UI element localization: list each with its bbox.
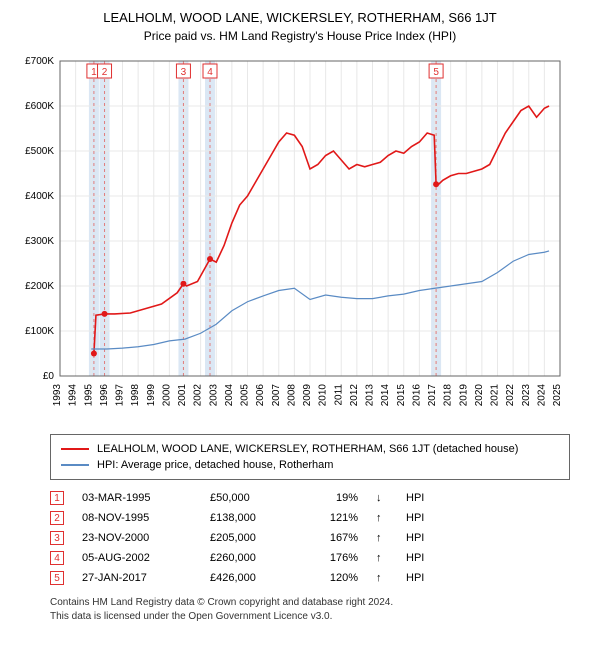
price-chart: £0 £100K £200K £300K £400K £500K £600K £700K 199… — [10, 51, 570, 421]
svg-text:1996: 1996 — [99, 384, 110, 407]
svg-text:2020: 2020 — [474, 384, 485, 407]
transaction-row: 4 05-AUG-2002 £260,000 176% ↑ HPI — [50, 548, 570, 568]
svg-text:1993: 1993 — [52, 384, 63, 407]
legend-swatch — [61, 464, 89, 466]
svg-text:2017: 2017 — [427, 384, 438, 407]
svg-text:2012: 2012 — [349, 384, 360, 407]
svg-text:2014: 2014 — [380, 384, 391, 407]
chart-title: LEALHOLM, WOOD LANE, WICKERSLEY, ROTHERH… — [10, 10, 590, 25]
svg-text:£700K: £700K — [25, 56, 54, 67]
svg-text:4: 4 — [207, 67, 213, 78]
legend-item: LEALHOLM, WOOD LANE, WICKERSLEY, ROTHERH… — [61, 441, 559, 457]
svg-text:3: 3 — [181, 67, 187, 78]
svg-text:2009: 2009 — [302, 384, 313, 407]
legend: LEALHOLM, WOOD LANE, WICKERSLEY, ROTHERH… — [50, 434, 570, 480]
transaction-hpi-label: HPI — [406, 572, 436, 584]
svg-text:1995: 1995 — [83, 384, 94, 407]
svg-text:2023: 2023 — [521, 384, 532, 407]
transaction-pct: 167% — [308, 532, 358, 544]
transaction-pct: 121% — [308, 512, 358, 524]
svg-text:2013: 2013 — [365, 384, 376, 407]
transaction-date: 03-MAR-1995 — [82, 492, 192, 504]
footer-line2: This data is licensed under the Open Gov… — [50, 610, 570, 624]
arrow-up-icon: ↑ — [376, 552, 388, 564]
legend-swatch — [61, 448, 89, 450]
svg-text:£300K: £300K — [25, 236, 54, 247]
svg-text:2003: 2003 — [208, 384, 219, 407]
svg-text:2018: 2018 — [443, 384, 454, 407]
svg-text:1999: 1999 — [146, 384, 157, 407]
arrow-up-icon: ↑ — [376, 532, 388, 544]
svg-text:£100K: £100K — [25, 326, 54, 337]
svg-text:2: 2 — [102, 67, 108, 78]
transaction-marker: 4 — [50, 551, 64, 565]
transaction-date: 08-NOV-1995 — [82, 512, 192, 524]
transaction-hpi-label: HPI — [406, 512, 436, 524]
svg-text:£200K: £200K — [25, 281, 54, 292]
svg-text:2016: 2016 — [411, 384, 422, 407]
arrow-up-icon: ↑ — [376, 512, 388, 524]
legend-item: HPI: Average price, detached house, Roth… — [61, 457, 559, 473]
chart-container: £0 £100K £200K £300K £400K £500K £600K £700K 199… — [10, 51, 590, 426]
svg-text:2011: 2011 — [333, 384, 344, 406]
svg-text:£0: £0 — [43, 371, 55, 382]
transactions-table: 1 03-MAR-1995 £50,000 19% ↓ HPI 2 08-NOV-1995 £1… — [50, 488, 570, 588]
transaction-hpi-label: HPI — [406, 492, 436, 504]
transaction-price: £260,000 — [210, 552, 290, 564]
transaction-marker: 5 — [50, 571, 64, 585]
svg-text:2010: 2010 — [318, 384, 329, 407]
transaction-row: 1 03-MAR-1995 £50,000 19% ↓ HPI — [50, 488, 570, 508]
svg-text:£500K: £500K — [25, 146, 54, 157]
transaction-price: £50,000 — [210, 492, 290, 504]
svg-text:2001: 2001 — [177, 384, 188, 407]
svg-text:2002: 2002 — [193, 384, 204, 407]
svg-text:2000: 2000 — [161, 384, 172, 407]
svg-text:2024: 2024 — [536, 384, 547, 407]
svg-text:1994: 1994 — [68, 384, 79, 407]
transaction-marker: 3 — [50, 531, 64, 545]
svg-text:2007: 2007 — [271, 384, 282, 407]
footer-line1: Contains HM Land Registry data © Crown c… — [50, 596, 570, 610]
svg-text:2005: 2005 — [240, 384, 251, 407]
transaction-row: 2 08-NOV-1995 £138,000 121% ↑ HPI — [50, 508, 570, 528]
svg-text:1997: 1997 — [115, 384, 126, 407]
legend-label: LEALHOLM, WOOD LANE, WICKERSLEY, ROTHERH… — [97, 443, 518, 455]
svg-text:£600K: £600K — [25, 101, 54, 112]
svg-text:2025: 2025 — [552, 384, 563, 407]
svg-text:2008: 2008 — [286, 384, 297, 407]
svg-text:1998: 1998 — [130, 384, 141, 407]
transaction-price: £138,000 — [210, 512, 290, 524]
transaction-pct: 120% — [308, 572, 358, 584]
arrow-down-icon: ↓ — [376, 492, 388, 504]
svg-text:2019: 2019 — [458, 384, 469, 407]
transaction-pct: 19% — [308, 492, 358, 504]
transaction-date: 23-NOV-2000 — [82, 532, 192, 544]
svg-text:2021: 2021 — [490, 384, 501, 407]
transaction-hpi-label: HPI — [406, 552, 436, 564]
transaction-pct: 176% — [308, 552, 358, 564]
transaction-price: £205,000 — [210, 532, 290, 544]
legend-label: HPI: Average price, detached house, Roth… — [97, 459, 333, 471]
transaction-row: 5 27-JAN-2017 £426,000 120% ↑ HPI — [50, 568, 570, 588]
svg-text:2006: 2006 — [255, 384, 266, 407]
arrow-up-icon: ↑ — [376, 572, 388, 584]
svg-text:2004: 2004 — [224, 384, 235, 407]
svg-text:2022: 2022 — [505, 384, 516, 407]
svg-text:5: 5 — [433, 67, 439, 78]
svg-text:2015: 2015 — [396, 384, 407, 407]
svg-text:1: 1 — [91, 67, 97, 78]
transaction-date: 05-AUG-2002 — [82, 552, 192, 564]
footer-attribution: Contains HM Land Registry data © Crown c… — [50, 596, 570, 624]
transaction-date: 27-JAN-2017 — [82, 572, 192, 584]
transaction-marker: 1 — [50, 491, 64, 505]
transaction-price: £426,000 — [210, 572, 290, 584]
transaction-hpi-label: HPI — [406, 532, 436, 544]
transaction-marker: 2 — [50, 511, 64, 525]
transaction-row: 3 23-NOV-2000 £205,000 167% ↑ HPI — [50, 528, 570, 548]
svg-text:£400K: £400K — [25, 191, 54, 202]
chart-subtitle: Price paid vs. HM Land Registry's House … — [10, 29, 590, 43]
